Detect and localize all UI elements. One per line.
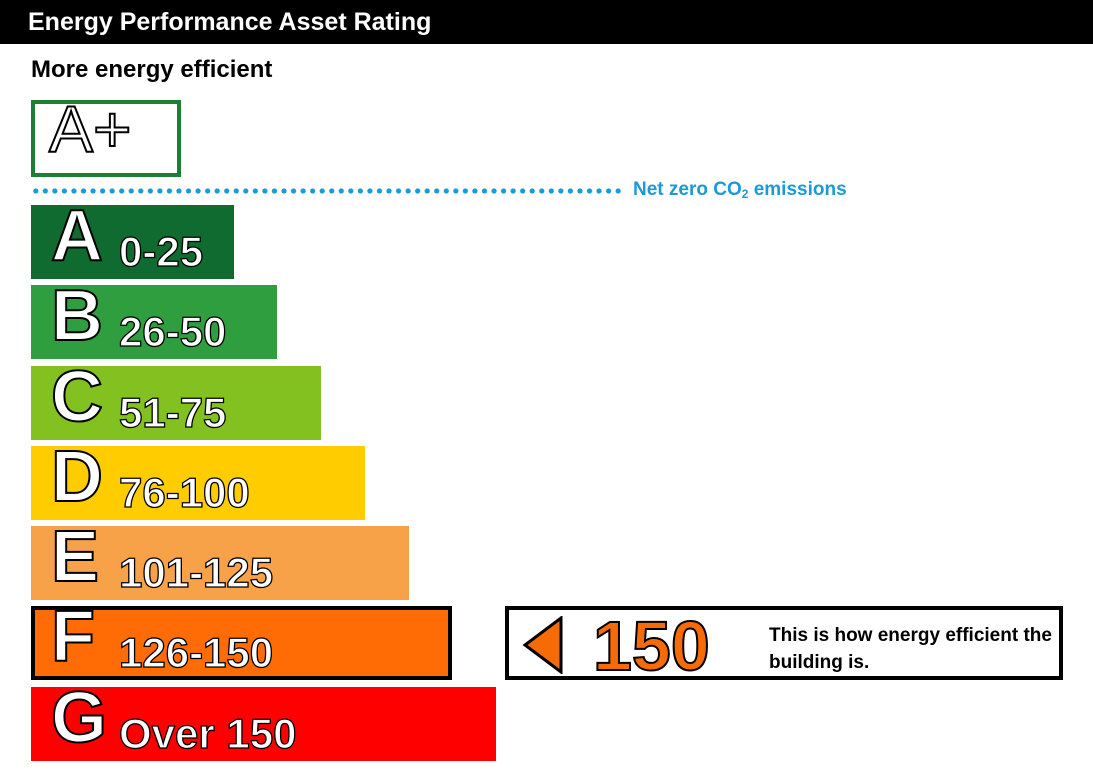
- current-rating-indicator: 150 This is how energy efficient the bui…: [505, 606, 1063, 685]
- rating-a-plus-label: A+: [48, 92, 133, 166]
- pointer-arrow-icon: [522, 616, 563, 674]
- band-letter: A: [50, 196, 104, 276]
- band-letter: C: [50, 357, 104, 437]
- rating-band-b: B 26-50: [31, 279, 277, 359]
- band-range: Over 150: [118, 710, 297, 757]
- net-zero-subscript: 2: [741, 187, 749, 201]
- rating-band-f: F 126-150: [31, 600, 452, 680]
- net-zero-dotted-line: [31, 188, 622, 194]
- current-rating-value: 150: [592, 607, 711, 685]
- band-range: 0-25: [118, 228, 204, 275]
- net-zero-suffix: emissions: [748, 179, 847, 200]
- band-range: 26-50: [118, 308, 227, 355]
- band-letter: F: [50, 597, 96, 677]
- net-zero-text: Net zero CO: [633, 179, 742, 200]
- page-title: Energy Performance Asset Rating: [0, 0, 1093, 44]
- more-efficient-label: More energy efficient: [31, 56, 273, 83]
- band-letter: B: [50, 276, 104, 356]
- band-letter: D: [50, 437, 104, 517]
- band-letter: E: [50, 517, 100, 597]
- rating-band-g: G Over 150: [31, 681, 496, 761]
- band-range: 76-100: [118, 469, 250, 516]
- current-rating-note: This is how energy efficient the buildin…: [769, 625, 1052, 673]
- rating-band-e: E 101-125: [31, 520, 409, 600]
- net-zero-label: Net zero CO2 emissions: [633, 179, 847, 201]
- band-range: 101-125: [118, 549, 274, 596]
- band-range: 51-75: [118, 389, 227, 436]
- band-letter: G: [50, 678, 108, 758]
- rating-band-d: D 76-100: [31, 440, 365, 520]
- band-range: 126-150: [118, 629, 274, 676]
- rating-a-plus-box: A+: [31, 95, 181, 177]
- rating-band-a: A 0-25: [31, 199, 234, 279]
- rating-band-c: C 51-75: [31, 360, 321, 440]
